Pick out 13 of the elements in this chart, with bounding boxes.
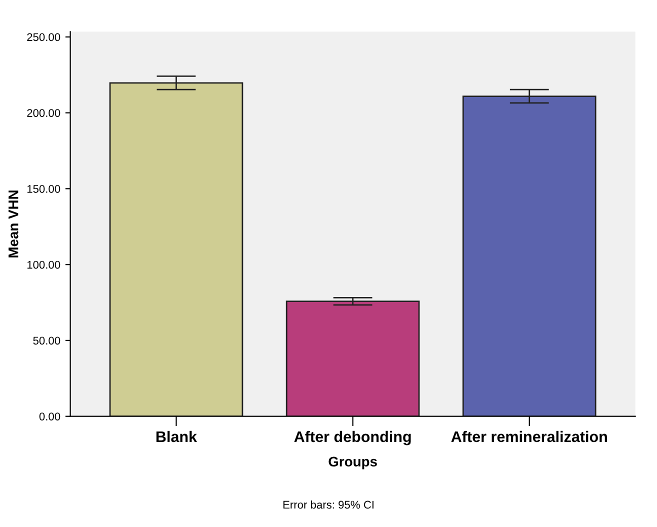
y-tick-label: 50.00 xyxy=(33,336,60,345)
y-axis-title: Mean VHN xyxy=(8,190,18,258)
y-tick-label: 150.00 xyxy=(27,184,60,193)
x-tick-label: After remineralization xyxy=(451,430,607,442)
x-tick-label: Blank xyxy=(156,430,198,442)
y-tick-label: 200.00 xyxy=(27,109,60,117)
y-tick-label: 0.00 xyxy=(39,412,60,420)
x-tick-label: After debonding xyxy=(294,430,411,446)
y-tick-label: 250.00 xyxy=(27,33,60,42)
bar xyxy=(286,300,420,416)
x-axis-title: Groups xyxy=(328,456,377,470)
text: Error bars: 95% CI xyxy=(283,500,374,509)
y-tick-label: 100.00 xyxy=(27,260,60,269)
